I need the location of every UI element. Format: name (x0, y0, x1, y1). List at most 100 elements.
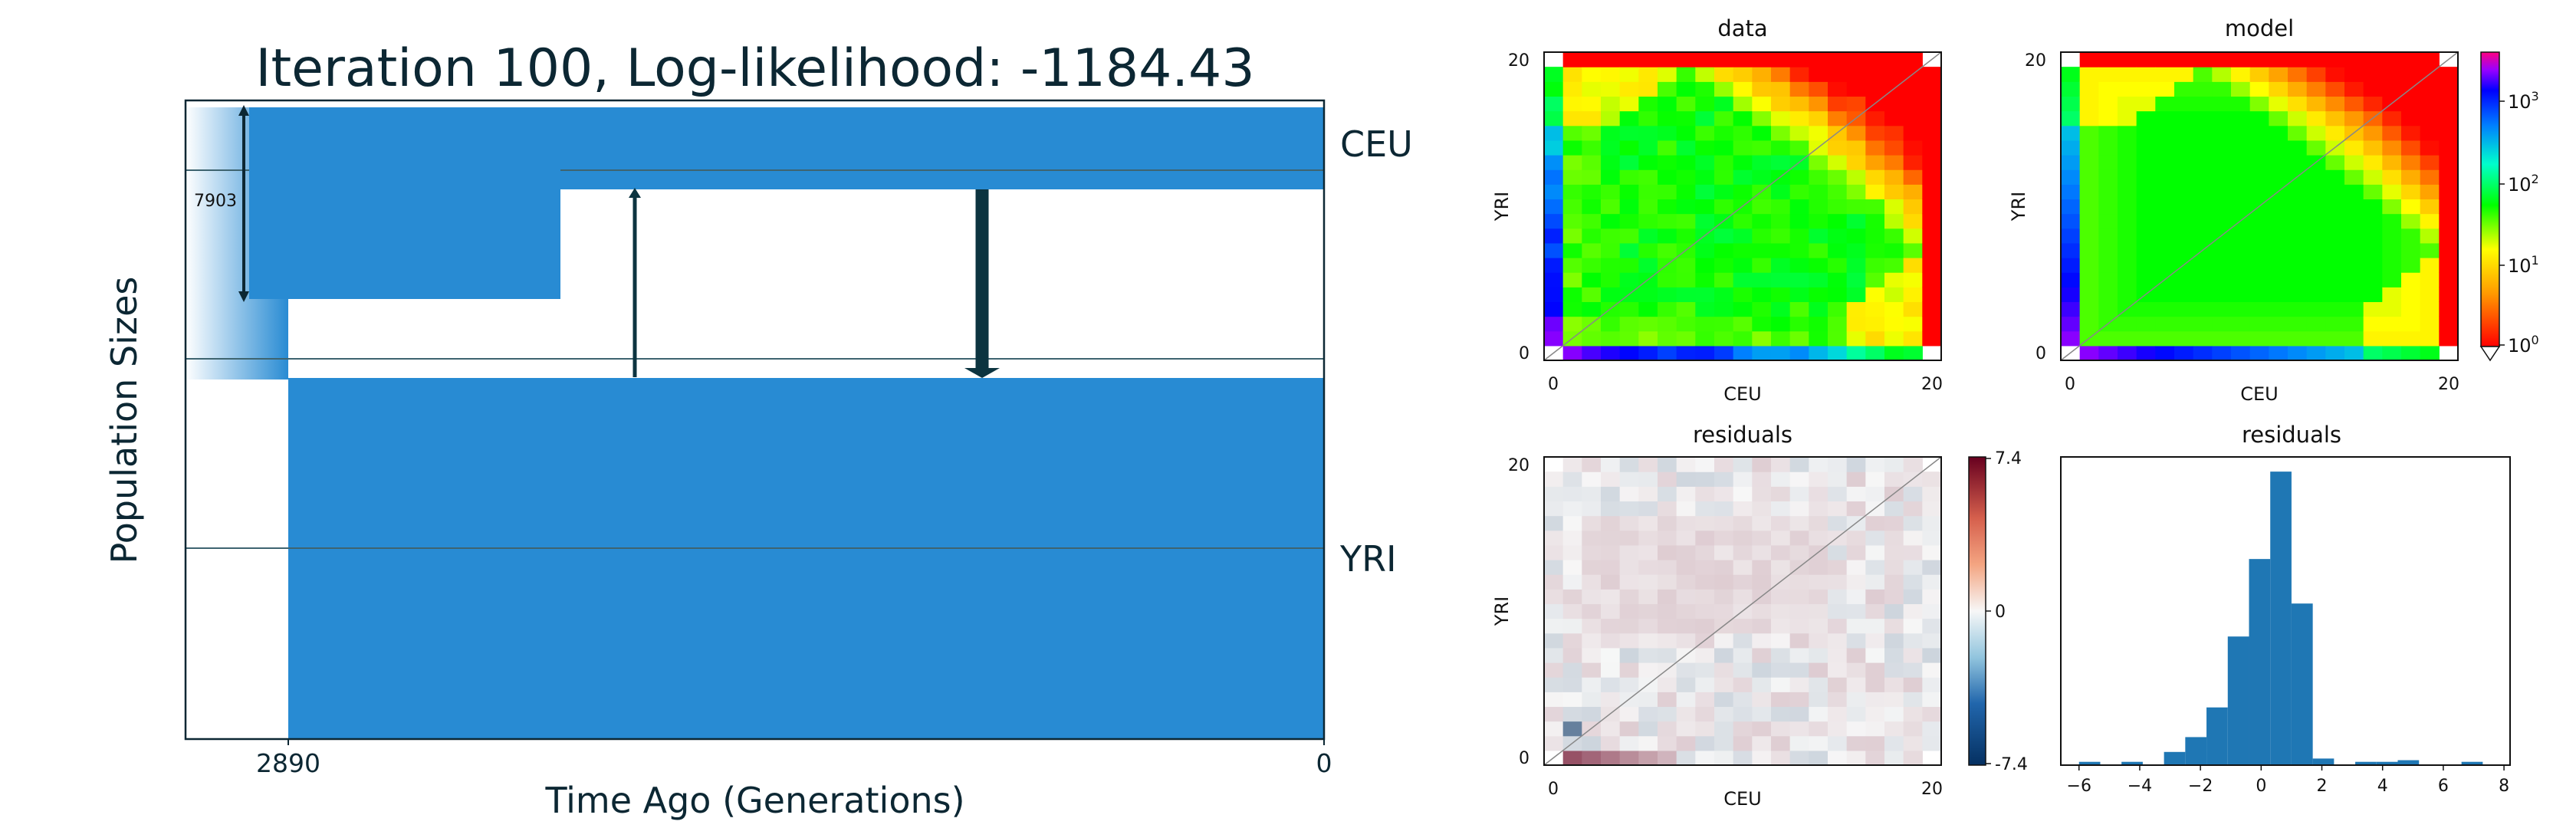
data-heatmap-cell (1714, 272, 1734, 288)
model-heatmap-cell (2306, 110, 2326, 127)
model-heatmap-cell (2382, 52, 2402, 67)
data-y-label: YRI (1491, 192, 1513, 222)
residuals-heatmap-cell (1733, 647, 1753, 663)
residuals-heatmap-cell (1865, 472, 1885, 487)
residuals-heatmap-cell (1601, 501, 1621, 517)
model-heatmap-cell (2079, 345, 2099, 361)
histogram-tick-label: −4 (2128, 777, 2152, 796)
data-heatmap-cell (1828, 272, 1848, 288)
demography-title: Iteration 100, Log-likelihood: -1184.43 (255, 38, 1254, 99)
data-heatmap-cell (1619, 169, 1639, 185)
model-heatmap-cell (2174, 213, 2194, 229)
residuals-heatmap-cell (1582, 735, 1602, 751)
model-heatmap-cell (2231, 272, 2251, 288)
residuals-heatmap-cell (1714, 574, 1734, 590)
residuals-heatmap-cell (1619, 589, 1639, 605)
histogram-bar (2164, 751, 2186, 765)
histogram-tick-label: 0 (2256, 777, 2266, 796)
data-heatmap-cell (1714, 242, 1734, 258)
residuals-heatmap-cell (1809, 662, 1829, 678)
data-heatmap-cell (1544, 301, 1564, 317)
data-heatmap-cell (1771, 330, 1791, 347)
data-heatmap-cell (1809, 96, 1829, 112)
data-heatmap-cell (1922, 169, 1942, 185)
data-heatmap-cell (1582, 184, 1602, 200)
residuals-histogram-panel: residuals −6 −4 −2 0 2 4 6 8 (2060, 422, 2511, 796)
model-heatmap-cell (2401, 199, 2421, 215)
residuals-heatmap-cell (1562, 647, 1582, 663)
data-heatmap-cell (1562, 316, 1582, 332)
residuals-heatmap-cell (1828, 472, 1848, 487)
model-heatmap-cell (2212, 96, 2232, 112)
model-heatmap-cell (2212, 301, 2232, 317)
data-heatmap-cell (1638, 199, 1658, 215)
x-tick-present: 0 (1316, 748, 1332, 778)
data-heatmap-cell (1619, 316, 1639, 332)
data-heatmap-cell (1903, 184, 1923, 200)
residuals-heatmap-cell (1601, 589, 1621, 605)
residuals-heatmap-cell (1771, 544, 1791, 560)
residuals-heatmap-cell (1638, 706, 1658, 722)
data-heatmap-cell (1865, 345, 1885, 361)
model-heatmap-cell (2098, 242, 2118, 258)
model-heatmap-cell (2249, 125, 2269, 141)
model-heatmap-cell (2288, 345, 2308, 361)
data-heatmap-cell (1544, 125, 1564, 141)
model-heatmap-cell (2344, 184, 2364, 200)
data-heatmap-cell (1562, 52, 1582, 67)
residuals-heatmap-cell (1809, 457, 1829, 472)
residuals-heatmap-cell (1582, 515, 1602, 531)
residuals-heatmap-cell (1638, 530, 1658, 546)
data-heatmap-cell (1884, 272, 1904, 288)
data-heatmap-cell (1771, 96, 1791, 112)
residuals-heatmap-cell (1884, 721, 1904, 737)
residuals-heatmap-cell (1733, 677, 1753, 692)
residuals-heatmap-cell (1865, 486, 1885, 502)
model-heatmap-cell (2155, 184, 2175, 200)
histogram-bar (2397, 760, 2420, 765)
data-heatmap-cell (1562, 199, 1582, 215)
residuals-heatmap-cell (1884, 472, 1904, 487)
model-heatmap-cell (2193, 125, 2213, 141)
residuals-heatmap-cell (1658, 544, 1677, 560)
residuals-heatmap-cell (1695, 750, 1715, 766)
data-heatmap-cell (1828, 301, 1848, 317)
model-heatmap-cell (2193, 184, 2213, 200)
model-heatmap-cell (2269, 242, 2288, 258)
residuals-heatmap-cell (1771, 662, 1791, 678)
residuals-heatmap-cell (1601, 530, 1621, 546)
residuals-x-tick-20: 20 (1921, 780, 1943, 799)
residuals-heatmap-cell (1733, 544, 1753, 560)
model-heatmap-cell (2439, 258, 2459, 273)
residuals-heatmap-cell (1789, 472, 1809, 487)
residuals-heatmap-cell (1714, 677, 1734, 692)
model-heatmap-cell (2363, 67, 2383, 82)
data-heatmap-cell (1733, 184, 1753, 200)
residuals-heatmap-cell (1619, 472, 1639, 487)
model-heatmap-cell (2325, 258, 2345, 273)
data-heatmap-cell (1619, 67, 1639, 82)
residuals-heatmap-cell (1562, 662, 1582, 678)
model-heatmap-cell (2344, 242, 2364, 258)
residuals-heatmap-cell (1884, 530, 1904, 546)
model-heatmap-cell (2325, 213, 2345, 229)
data-heatmap-cell (1771, 287, 1791, 303)
data-heatmap-cell (1733, 228, 1753, 244)
model-heatmap-cell (2098, 96, 2118, 112)
data-heatmap-cell (1903, 242, 1923, 258)
model-heatmap-cell (2174, 272, 2194, 288)
model-heatmap-cell (2136, 228, 2156, 244)
model-heatmap-cell (2174, 81, 2194, 97)
residuals-heatmap-cell (1562, 530, 1582, 546)
model-heatmap-cell (2231, 228, 2251, 244)
model-heatmap-cell (2212, 242, 2232, 258)
data-heatmap-cell (1752, 155, 1772, 170)
model-heatmap-cell (2382, 242, 2402, 258)
model-heatmap-cell (2231, 199, 2251, 215)
data-heatmap-cell (1789, 242, 1809, 258)
residuals-heatmap-cell (1884, 457, 1904, 472)
data-heatmap-cell (1789, 67, 1809, 82)
model-heatmap-cell (2325, 155, 2345, 170)
model-heatmap-cell (2325, 169, 2345, 185)
data-heatmap-cell (1884, 96, 1904, 112)
